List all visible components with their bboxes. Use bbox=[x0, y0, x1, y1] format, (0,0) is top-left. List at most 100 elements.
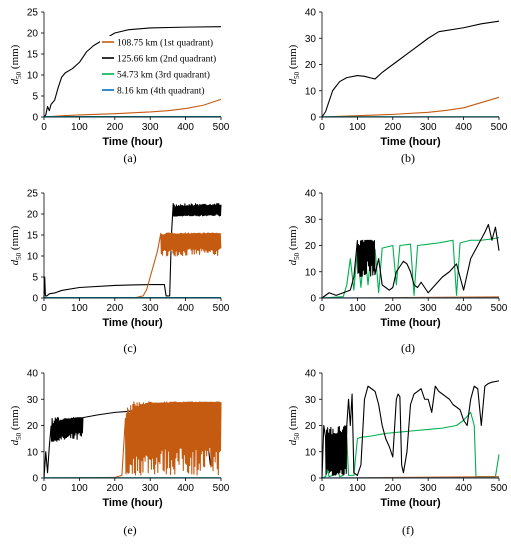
x-tick-label: 400 bbox=[455, 122, 472, 133]
x-axis-label: Time (hour) bbox=[102, 497, 163, 509]
y-tick-label: 40 bbox=[305, 189, 317, 200]
x-tick-label: 400 bbox=[455, 483, 472, 494]
legend-entry-bg bbox=[100, 36, 228, 49]
x-tick-label: 500 bbox=[491, 122, 508, 133]
x-tick-label: 200 bbox=[384, 122, 401, 133]
x-axis-label: Time (hour) bbox=[380, 136, 441, 148]
x-tick-label: 400 bbox=[177, 483, 194, 494]
series-line bbox=[321, 20, 500, 118]
y-tick-label: 10 bbox=[305, 447, 317, 458]
x-tick-label: 400 bbox=[455, 303, 472, 314]
series-line bbox=[43, 98, 222, 118]
x-tick-label: 0 bbox=[41, 122, 47, 133]
x-axis-label: Time (hour) bbox=[380, 497, 441, 509]
x-tick-label: 300 bbox=[420, 303, 437, 314]
x-tick-label: 0 bbox=[41, 303, 47, 314]
x-tick-label: 400 bbox=[177, 122, 194, 133]
y-axis-label: d50 (mm) bbox=[9, 405, 23, 445]
series-line bbox=[321, 223, 500, 299]
x-tick-label: 200 bbox=[106, 122, 123, 133]
y-tick-label: 40 bbox=[305, 369, 317, 380]
y-tick-label: 10 bbox=[27, 71, 39, 82]
y-tick-label: 10 bbox=[27, 447, 39, 458]
y-tick-label: 30 bbox=[305, 34, 317, 45]
x-tick-label: 300 bbox=[142, 303, 159, 314]
y-tick-label: 20 bbox=[27, 29, 39, 40]
y-tick-label: 15 bbox=[27, 50, 39, 61]
x-tick-label: 300 bbox=[142, 483, 159, 494]
y-tick-label: 30 bbox=[305, 215, 317, 226]
panel-caption: (e) bbox=[123, 523, 136, 537]
y-tick-label: 10 bbox=[305, 267, 317, 278]
y-tick-label: 15 bbox=[27, 231, 39, 242]
y-tick-label: 0 bbox=[32, 474, 38, 485]
series-line bbox=[321, 96, 500, 118]
y-tick-label: 25 bbox=[27, 8, 39, 19]
panel-caption: (b) bbox=[401, 151, 415, 165]
y-axis-label: d50 (mm) bbox=[287, 225, 301, 265]
series-line bbox=[321, 380, 500, 479]
x-tick-label: 100 bbox=[71, 483, 88, 494]
series-line bbox=[43, 232, 222, 299]
x-tick-label: 300 bbox=[420, 483, 437, 494]
y-tick-label: 20 bbox=[27, 421, 39, 432]
panel-caption: (d) bbox=[401, 341, 415, 355]
x-tick-label: 0 bbox=[319, 303, 325, 314]
y-tick-label: 20 bbox=[305, 421, 317, 432]
legend-entry-label: 54.73 km (3rd quadrant) bbox=[117, 70, 210, 81]
x-tick-label: 200 bbox=[106, 483, 123, 494]
x-tick-label: 0 bbox=[41, 483, 47, 494]
series-line bbox=[321, 237, 500, 299]
panel-caption: (c) bbox=[123, 341, 136, 355]
legend-entry-label: 125.66 km (2nd quadrant) bbox=[117, 54, 216, 65]
x-tick-label: 200 bbox=[106, 303, 123, 314]
y-tick-label: 20 bbox=[305, 60, 317, 71]
x-tick-label: 100 bbox=[349, 303, 366, 314]
x-axis-label: Time (hour) bbox=[102, 136, 163, 148]
x-tick-label: 0 bbox=[319, 122, 325, 133]
y-tick-label: 5 bbox=[32, 273, 38, 284]
x-tick-label: 100 bbox=[349, 122, 366, 133]
panel-caption: (f) bbox=[402, 523, 414, 537]
x-tick-label: 200 bbox=[384, 483, 401, 494]
x-tick-label: 100 bbox=[349, 483, 366, 494]
x-tick-label: 0 bbox=[319, 483, 325, 494]
x-tick-label: 200 bbox=[384, 303, 401, 314]
series-line bbox=[43, 405, 222, 479]
legend-entry-bg bbox=[100, 68, 228, 81]
series-line bbox=[321, 411, 500, 479]
chart-panel-3: 0 5 10 15 20 25 0 100 200 300 400 500 Time (hour) d50… bbox=[9, 189, 230, 356]
y-tick-label: 30 bbox=[27, 395, 39, 406]
y-axis-label: d50 (mm) bbox=[287, 44, 301, 84]
y-tick-label: 20 bbox=[27, 210, 39, 221]
y-tick-label: 40 bbox=[305, 8, 317, 19]
x-tick-label: 500 bbox=[491, 483, 508, 494]
x-axis-label: Time (hour) bbox=[380, 317, 441, 329]
x-tick-label: 400 bbox=[177, 303, 194, 314]
legend-entry-label: 108.75 km (1st quadrant) bbox=[117, 38, 213, 49]
x-tick-label: 300 bbox=[420, 122, 437, 133]
y-tick-label: 0 bbox=[310, 294, 316, 305]
y-tick-label: 0 bbox=[32, 113, 38, 124]
y-axis-label: d50 (mm) bbox=[9, 225, 23, 265]
x-tick-label: 100 bbox=[71, 303, 88, 314]
y-tick-label: 0 bbox=[32, 294, 38, 305]
chart-panel-1: 0 5 10 15 20 25 0 100 200 300 400 500 Time (hour) d50… bbox=[9, 8, 230, 166]
y-tick-label: 40 bbox=[27, 369, 39, 380]
y-tick-label: 0 bbox=[310, 113, 316, 124]
legend: 108.75 km (1st quadrant) 125.66 km (2nd q… bbox=[100, 36, 228, 97]
x-tick-label: 500 bbox=[213, 483, 230, 494]
series-line bbox=[43, 26, 222, 118]
x-tick-label: 500 bbox=[213, 303, 230, 314]
y-tick-label: 20 bbox=[305, 241, 317, 252]
y-tick-label: 30 bbox=[305, 395, 317, 406]
y-tick-label: 25 bbox=[27, 189, 39, 200]
y-tick-label: 0 bbox=[310, 474, 316, 485]
legend-entry-bg bbox=[100, 52, 228, 65]
y-tick-label: 5 bbox=[32, 92, 38, 103]
panel-caption: (a) bbox=[123, 151, 136, 165]
